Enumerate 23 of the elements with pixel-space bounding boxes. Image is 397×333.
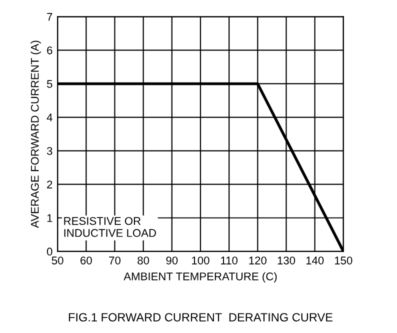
y-tick-label: 3 — [46, 147, 52, 155]
x-tick-label: 60 — [80, 256, 92, 264]
y-tick-label: 7 — [47, 13, 52, 21]
y-axis-title: AVERAGE FORWARD CURRENT (A) — [30, 40, 41, 228]
x-axis-title: AMBIENT TEMPERATURE (C) — [124, 272, 277, 283]
y-tick-label: 2 — [47, 180, 52, 188]
y-tick-label: 5 — [46, 80, 52, 88]
x-tick-label: 150 — [334, 256, 352, 264]
x-tick-label: 110 — [221, 256, 238, 264]
x-tick-label: 120 — [249, 256, 266, 264]
y-tick-label: 0 — [46, 248, 52, 256]
x-tick-label: 140 — [306, 256, 324, 264]
x-tick-label: 50 — [52, 256, 64, 264]
text: FIG.1 FORWARD CURRENT DERATING CURVE — [68, 313, 332, 322]
y-tick-label: 6 — [47, 46, 52, 54]
annotation: RESISTIVE OR INDUCTIVE LOAD — [64, 217, 156, 237]
x-tick-label: 70 — [109, 256, 120, 264]
x-tick-label: 130 — [278, 256, 296, 264]
x-tick-label: 80 — [138, 256, 150, 264]
x-tick-label: 90 — [166, 256, 178, 264]
y-tick-label: 4 — [46, 114, 52, 122]
y-tick-label: 1 — [47, 214, 52, 222]
x-tick-label: 100 — [192, 256, 210, 264]
